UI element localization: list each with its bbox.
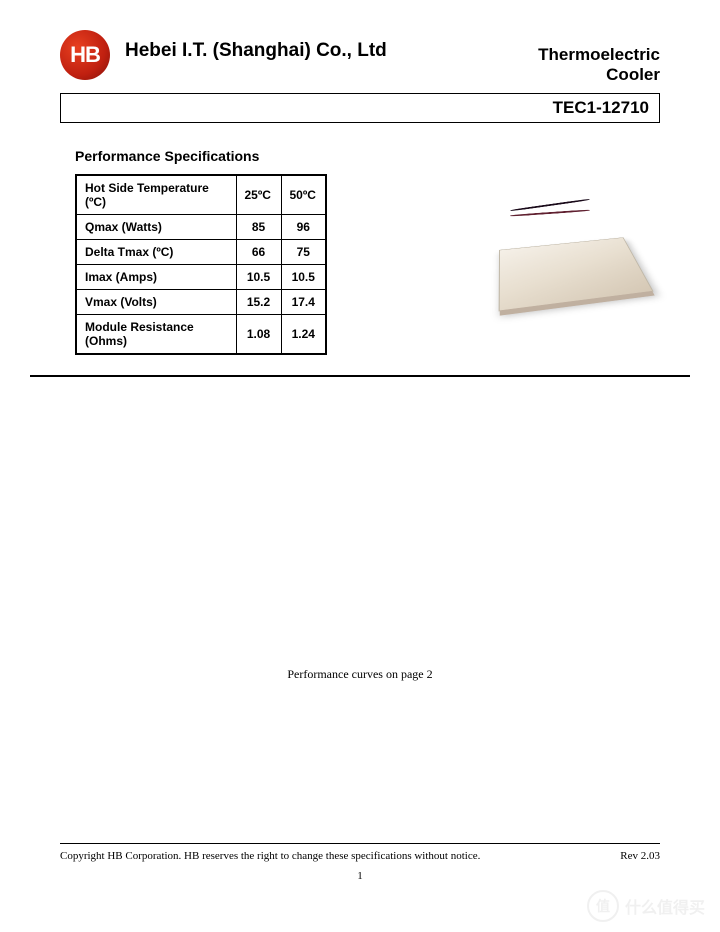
page-reference-text: Performance curves on page 2: [0, 667, 720, 682]
watermark: 值 什么值得买: [587, 890, 705, 922]
row-val2: 96: [281, 215, 326, 240]
company-name: Hebei I.T. (Shanghai) Co., Ltd: [125, 40, 387, 62]
row-val2: 75: [281, 240, 326, 265]
row-val1: 85: [236, 215, 281, 240]
table-row: Vmax (Volts) 15.2 17.4: [76, 290, 326, 315]
product-type-line2: Cooler: [538, 65, 660, 85]
header-label-cell: Hot Side Temperature (ºC): [76, 175, 236, 215]
row-label: Module Resistance (Ohms): [76, 315, 236, 355]
product-type-label: Thermoelectric Cooler: [538, 45, 660, 85]
row-val2: 17.4: [281, 290, 326, 315]
col2-header-cell: 50ºC: [281, 175, 326, 215]
table-header-row: Hot Side Temperature (ºC) 25ºC 50ºC: [76, 175, 326, 215]
spec-table: Hot Side Temperature (ºC) 25ºC 50ºC Qmax…: [75, 174, 327, 355]
wire-icon: [510, 209, 590, 217]
row-val1: 10.5: [236, 265, 281, 290]
model-number-box: TEC1-12710: [60, 93, 660, 123]
row-label: Vmax (Volts): [76, 290, 236, 315]
table-row: Module Resistance (Ohms) 1.08 1.24: [76, 315, 326, 355]
row-val2: 10.5: [281, 265, 326, 290]
product-type-line1: Thermoelectric: [538, 45, 660, 65]
section-divider: [30, 375, 690, 377]
copyright-text: Copyright HB Corporation. HB reserves th…: [60, 850, 480, 862]
row-val1: 1.08: [236, 315, 281, 355]
table-row: Delta Tmax (ºC) 66 75: [76, 240, 326, 265]
footer-divider: [60, 843, 660, 844]
row-label: Qmax (Watts): [76, 215, 236, 240]
row-val2: 1.24: [281, 315, 326, 355]
page-number: 1: [0, 870, 720, 882]
tec-module-icon: [499, 237, 654, 311]
company-logo-icon: HB: [60, 30, 110, 80]
section-title: Performance Specifications: [75, 148, 720, 164]
content-row: Hot Side Temperature (ºC) 25ºC 50ºC Qmax…: [0, 174, 720, 355]
page-footer: Copyright HB Corporation. HB reserves th…: [0, 843, 720, 882]
col1-header-cell: 25ºC: [236, 175, 281, 215]
table-row: Qmax (Watts) 85 96: [76, 215, 326, 240]
row-val1: 66: [236, 240, 281, 265]
product-image: [470, 184, 660, 334]
page-header: HB Hebei I.T. (Shanghai) Co., Ltd Thermo…: [0, 0, 720, 85]
row-label: Imax (Amps): [76, 265, 236, 290]
revision-text: Rev 2.03: [620, 850, 660, 862]
watermark-text: 什么值得买: [625, 894, 705, 918]
table-row: Imax (Amps) 10.5 10.5: [76, 265, 326, 290]
row-val1: 15.2: [236, 290, 281, 315]
row-label: Delta Tmax (ºC): [76, 240, 236, 265]
watermark-icon: 值: [587, 890, 619, 922]
